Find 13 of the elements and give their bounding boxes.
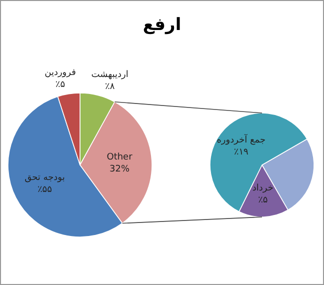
- data-label: ٪۱۹: [234, 147, 249, 158]
- slice-label: فروردین: [44, 68, 76, 78]
- data-label: ٪۵: [258, 196, 268, 206]
- slice-label: Other: [106, 152, 133, 163]
- slice-label: جمع آخردوره: [216, 133, 266, 146]
- slice-label: اردیبهشت: [91, 70, 128, 80]
- data-label: 32%: [110, 164, 130, 175]
- data-label: ٪۵: [55, 80, 66, 90]
- data-label: ٪۸: [105, 82, 115, 92]
- slice-label: خرداد: [252, 184, 274, 194]
- data-label: ٪۵۵: [37, 184, 52, 195]
- chart-title: ارفع: [142, 15, 182, 35]
- slice-label: بودجه تحق: [24, 172, 65, 183]
